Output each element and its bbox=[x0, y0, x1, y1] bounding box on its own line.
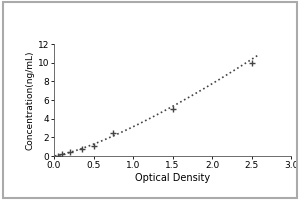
Y-axis label: Concentration(ng/mL): Concentration(ng/mL) bbox=[26, 50, 35, 150]
X-axis label: Optical Density: Optical Density bbox=[135, 173, 210, 183]
